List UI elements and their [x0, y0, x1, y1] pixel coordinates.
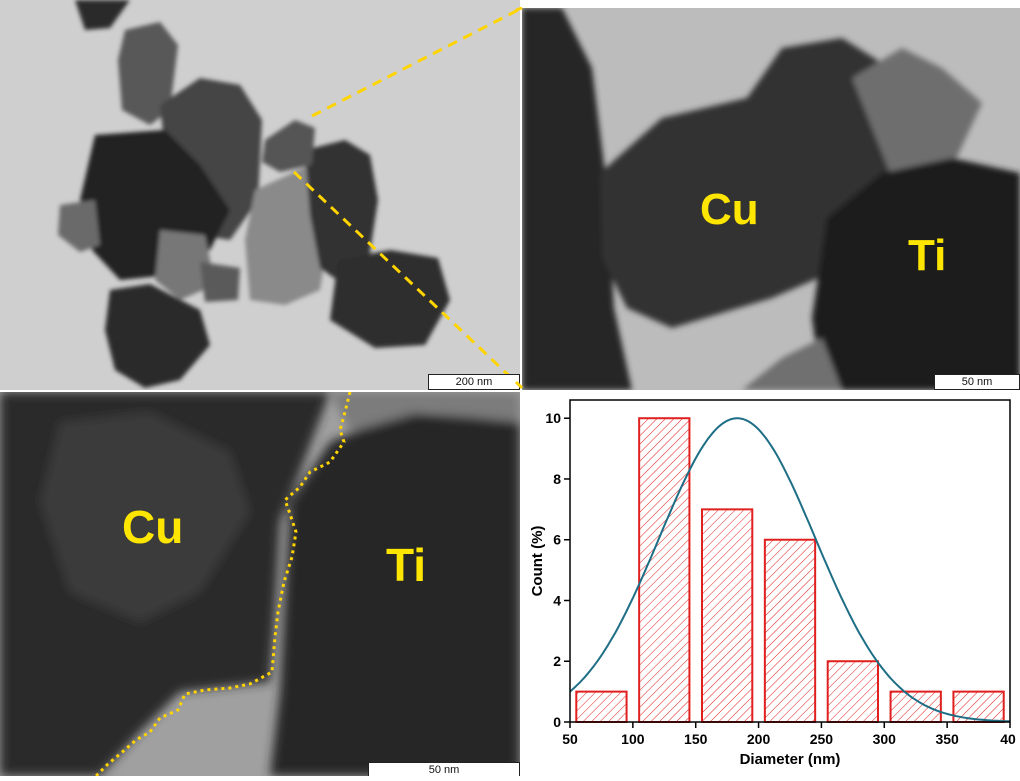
x-tick-label: 50	[562, 731, 578, 747]
x-tick-label: 40	[1000, 731, 1016, 747]
y-tick-label: 4	[553, 592, 561, 608]
x-tick-label: 350	[935, 731, 959, 747]
interface-label-cu: Cu	[122, 501, 184, 553]
y-tick-label: 0	[553, 714, 561, 730]
y-tick-label: 2	[553, 653, 561, 669]
x-tick-label: 200	[747, 731, 771, 747]
x-tick-label: 100	[621, 731, 645, 747]
x-axis-label: Diameter (nm)	[740, 751, 841, 768]
tem-interface-image	[0, 392, 520, 776]
zoom-guide-lines	[292, 7, 520, 389]
tem-overview-panel: 200 nm	[0, 0, 520, 390]
x-tick-label: 250	[810, 731, 834, 747]
gaussian-fit-curve	[569, 417, 1010, 723]
zoom-label-ti: Ti	[908, 231, 947, 280]
y-tick-label: 10	[545, 410, 561, 426]
histogram-bar	[763, 538, 817, 723]
histogram-bar	[638, 417, 691, 724]
scale-bar-interface: 50 nm	[368, 762, 520, 776]
tem-zoom-panel: Cu Ti 50 nm	[522, 8, 1020, 390]
tem-overview-image	[0, 0, 520, 390]
size-distribution-chart: 50 100 150 200 250 300 350 40 0 2 4 6 8 10 Diameter …	[522, 392, 1020, 776]
scale-bar-overview: 200 nm	[428, 374, 520, 390]
interface-label-ti: Ti	[386, 539, 427, 591]
y-tick-label: 6	[553, 532, 561, 548]
plot-frame	[569, 399, 1011, 723]
histogram-bar	[826, 660, 880, 723]
zoom-label-cu: Cu	[700, 185, 759, 234]
x-tick-label: 150	[684, 731, 708, 747]
tem-interface-panel: Cu Ti 50 nm	[0, 392, 520, 776]
histogram-bar	[889, 690, 942, 724]
scale-bar-zoom: 50 nm	[934, 374, 1020, 390]
interface-boundary	[94, 392, 352, 776]
y-axis-label: Count (%)	[529, 526, 546, 597]
histogram-svg: 50 100 150 200 250 300 350 40 0 2 4 6 8 10 Diameter …	[529, 399, 1016, 768]
histogram-bar	[701, 508, 754, 723]
y-tick-label: 8	[553, 471, 561, 487]
tem-zoom-image	[522, 8, 1020, 390]
histogram-bar	[575, 690, 628, 724]
x-tick-label: 300	[873, 731, 897, 747]
